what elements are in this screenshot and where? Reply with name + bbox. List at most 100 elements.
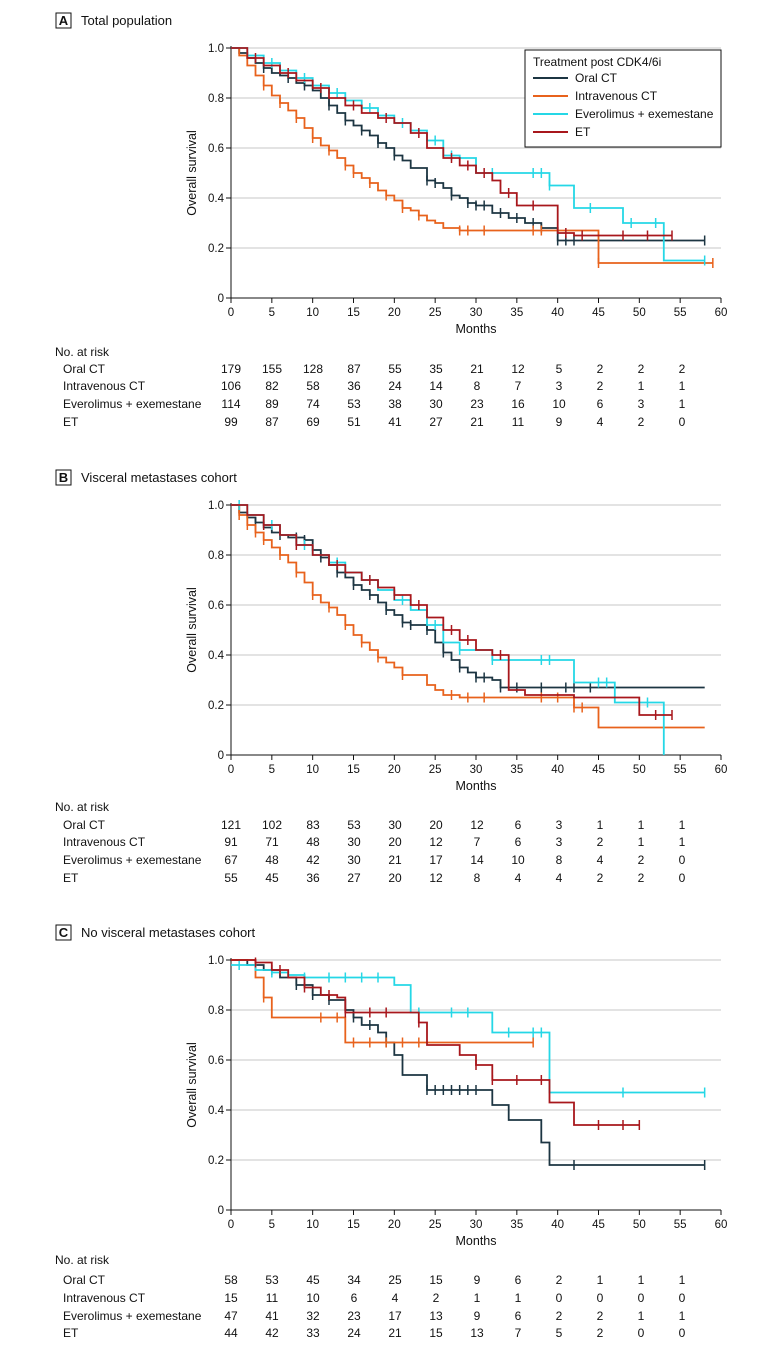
risk-table-header: No. at risk: [55, 800, 110, 814]
risk-count: 114: [221, 397, 240, 411]
y-tick-label: 1.0: [208, 955, 224, 967]
x-tick-label: 5: [269, 1219, 275, 1231]
risk-count: 51: [347, 415, 361, 429]
risk-count: 9: [474, 1309, 481, 1323]
risk-row-label: ET: [63, 415, 79, 429]
x-tick-label: 30: [470, 307, 483, 319]
risk-count: 2: [433, 1291, 440, 1305]
risk-count: 20: [388, 835, 402, 849]
legend-label: Intravenous CT: [575, 89, 658, 103]
risk-count: 55: [224, 871, 238, 885]
risk-count: 2: [597, 835, 604, 849]
risk-count: 48: [265, 853, 279, 867]
risk-row-label: Everolimus + exemestane: [63, 397, 202, 411]
risk-count: 4: [515, 871, 522, 885]
panel-letter: A: [59, 13, 69, 28]
y-axis-title: Overall survival: [185, 130, 199, 215]
legend-title: Treatment post CDK4/6i: [533, 55, 661, 69]
risk-row-label: Intravenous CT: [63, 1291, 146, 1305]
y-tick-label: 0: [218, 293, 224, 305]
x-tick-label: 45: [592, 307, 605, 319]
risk-count: 12: [470, 818, 484, 832]
risk-count: 3: [556, 818, 563, 832]
risk-count: 4: [597, 415, 604, 429]
x-tick-label: 50: [633, 307, 646, 319]
risk-count: 7: [474, 835, 481, 849]
risk-count: 5: [556, 1326, 563, 1340]
risk-count: 0: [679, 1291, 686, 1305]
risk-count: 10: [511, 853, 525, 867]
x-axis-title: Months: [456, 779, 497, 793]
risk-row-label: Everolimus + exemestane: [63, 853, 202, 867]
risk-count: 23: [347, 1309, 361, 1323]
risk-count: 2: [597, 1309, 604, 1323]
y-tick-label: 0.2: [208, 700, 224, 712]
risk-count: 14: [429, 379, 443, 393]
risk-row-label: ET: [63, 871, 79, 885]
x-tick-label: 50: [633, 1219, 646, 1231]
risk-count: 99: [224, 415, 238, 429]
x-tick-label: 35: [510, 764, 523, 776]
x-axis-title: Months: [456, 322, 497, 336]
risk-count: 179: [221, 362, 241, 376]
risk-count: 1: [638, 818, 645, 832]
risk-count: 121: [221, 818, 241, 832]
panel-letter-box: [55, 469, 72, 486]
risk-count: 69: [306, 415, 320, 429]
risk-count: 1: [638, 379, 645, 393]
risk-count: 53: [347, 818, 361, 832]
series-et: [231, 957, 641, 1130]
risk-count: 21: [470, 415, 484, 429]
x-tick-label: 45: [592, 764, 605, 776]
y-axis-title: Overall survival: [185, 587, 199, 672]
survival-curve: [231, 504, 705, 689]
risk-count: 21: [388, 1326, 402, 1340]
risk-count: 55: [388, 362, 402, 376]
y-tick-label: 0.2: [208, 243, 224, 255]
risk-count: 0: [556, 1291, 563, 1305]
risk-count: 11: [266, 1291, 279, 1305]
series-et: [231, 47, 673, 241]
risk-count: 23: [470, 397, 484, 411]
y-tick-label: 0.2: [208, 1155, 224, 1167]
risk-count: 1: [515, 1291, 522, 1305]
risk-count: 1: [679, 1309, 686, 1323]
legend-box: [524, 49, 722, 148]
x-tick-label: 5: [269, 307, 275, 319]
panel-title: Visceral metastases cohort: [81, 470, 237, 485]
x-tick-label: 40: [551, 764, 564, 776]
risk-count: 4: [597, 853, 604, 867]
legend: Treatment post CDK4/6i Oral CT Intravenous…: [524, 49, 722, 148]
panel-letter-box: [55, 924, 72, 941]
risk-count: 2: [556, 1309, 563, 1323]
risk-count: 3: [556, 379, 563, 393]
survival-curve: [231, 47, 672, 237]
y-tick-label: 0.8: [208, 93, 224, 105]
x-tick-label: 30: [470, 764, 483, 776]
panel-letter: B: [59, 470, 68, 485]
risk-count: 15: [429, 1273, 443, 1287]
y-tick-label: 0.6: [208, 143, 224, 155]
risk-count: 1: [638, 1273, 645, 1287]
y-tick-label: 0: [218, 1205, 224, 1217]
risk-count: 1: [638, 835, 645, 849]
x-tick-label: 40: [551, 307, 564, 319]
risk-count: 34: [347, 1273, 361, 1287]
risk-table-header: No. at risk: [55, 345, 110, 359]
series-intravenous-ct: [231, 47, 714, 268]
x-tick-label: 50: [633, 764, 646, 776]
x-tick-label: 15: [347, 1219, 360, 1231]
survival-curve: [231, 959, 705, 1166]
risk-row-label: Oral CT: [63, 362, 106, 376]
panel-title: Total population: [81, 13, 172, 28]
risk-count: 12: [429, 871, 443, 885]
y-tick-label: 0.6: [208, 1055, 224, 1067]
risk-count: 3: [556, 835, 563, 849]
risk-count: 47: [224, 1309, 238, 1323]
risk-count: 2: [638, 871, 645, 885]
risk-count: 53: [265, 1273, 279, 1287]
